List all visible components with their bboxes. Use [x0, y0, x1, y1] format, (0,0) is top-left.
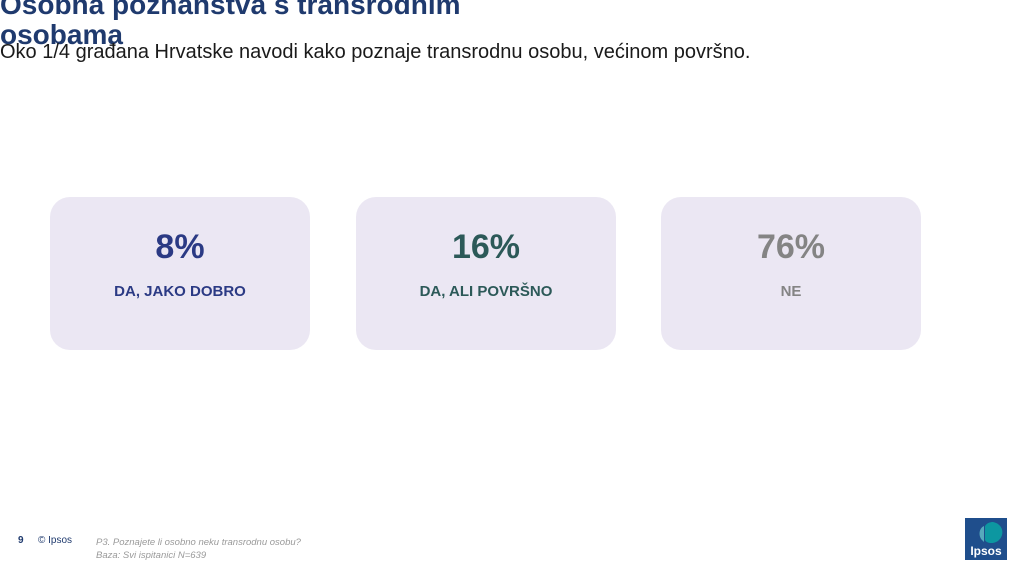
stat-label: NE	[780, 283, 802, 300]
slide-title: Osobna poznanstva s transrodnim osobama	[0, 0, 461, 50]
logo-accent-shape	[985, 522, 1003, 543]
ipsos-logo: Ipsos	[965, 518, 1007, 560]
logo-accent-shape-small	[979, 526, 984, 542]
stat-card-ne: 76% NE	[661, 197, 921, 350]
stat-card-da-ali-povrsno: 16% DA, ALI POVRŠNO	[356, 197, 616, 350]
copyright-notice: © Ipsos	[38, 535, 73, 546]
source-note: P3. Poznajete li osobno neku transrodnu …	[96, 536, 416, 562]
stat-card-da-jako-dobro: 8% DA, JAKO DOBRO	[50, 197, 310, 350]
page-number: 9	[18, 535, 24, 546]
base-text: Baza: Svi ispitanici N=639	[96, 550, 207, 561]
logo-text: Ipsos	[970, 544, 1002, 558]
stat-value: 16%	[451, 228, 521, 266]
slide-subtitle: Oko 1/4 građana Hrvatske navodi kako poz…	[0, 41, 751, 63]
stat-label: DA, JAKO DOBRO	[114, 283, 246, 300]
stat-value: 8%	[155, 228, 205, 266]
question-text: P3. Poznajete li osobno neku transrodnu …	[96, 537, 301, 548]
stat-value: 76%	[756, 228, 826, 266]
stat-label: DA, ALI POVRŠNO	[419, 283, 553, 300]
